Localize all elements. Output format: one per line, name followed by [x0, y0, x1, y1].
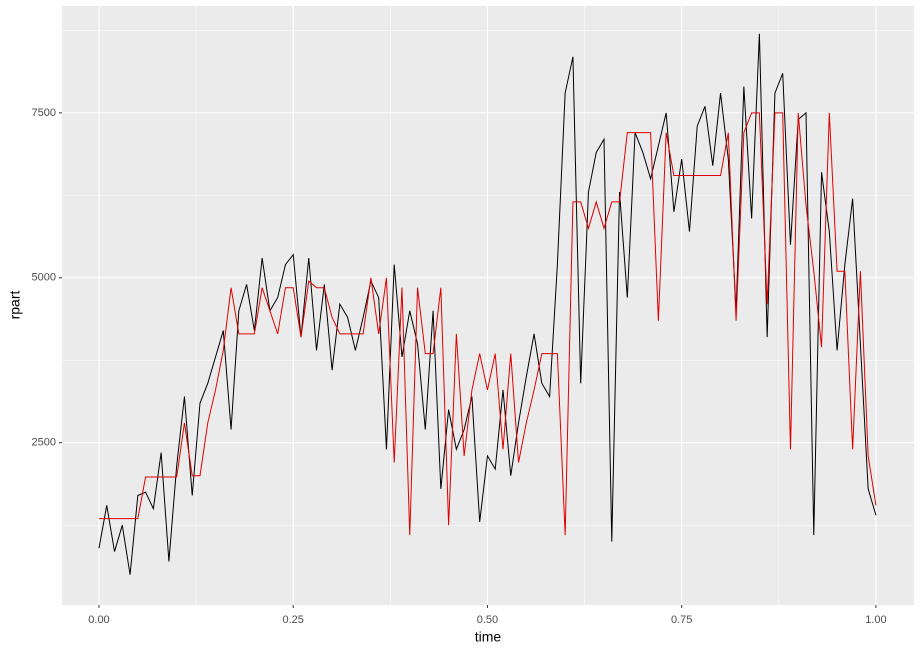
y-axis-title: rpart [7, 291, 23, 320]
y-tick-label: 2500 [32, 437, 56, 449]
x-tick-label: 0.50 [477, 614, 498, 626]
x-tick-label: 0.25 [283, 614, 304, 626]
y-tick-label: 7500 [32, 107, 56, 119]
x-tick-label: 0.00 [88, 614, 109, 626]
y-tick-label: 5000 [32, 272, 56, 284]
x-tick-label: 1.00 [865, 614, 886, 626]
x-tick-label: 0.75 [671, 614, 692, 626]
x-axis-title: time [475, 629, 502, 645]
data-line [98, 33, 877, 575]
data-line [98, 112, 877, 536]
